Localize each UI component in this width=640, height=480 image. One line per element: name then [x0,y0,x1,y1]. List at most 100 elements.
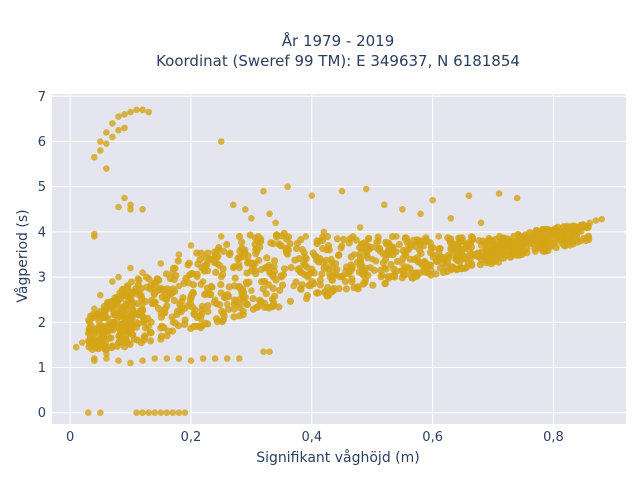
data-point [143,283,151,291]
data-point [262,290,270,298]
data-point [121,194,128,202]
data-point [421,268,429,276]
data-point [145,409,152,417]
data-point [213,318,221,326]
data-point [286,240,294,248]
data-point [97,313,105,321]
data-point [122,299,130,307]
data-point [147,337,155,345]
axis-ticks: 0 0,2 0,4 0,6 0,8 0 1 2 3 4 5 6 7 [38,90,564,445]
data-point [513,251,521,259]
data-point [562,235,571,243]
data-point [284,183,291,190]
y-tick-label: 0 [38,406,46,421]
data-point [195,322,203,330]
data-point [232,298,240,306]
data-point [436,264,444,272]
data-point [152,281,160,289]
data-point [163,355,171,362]
y-axis-title: Vågperiod (s) [14,209,31,302]
data-point [277,242,285,250]
data-point [447,246,455,254]
data-point [302,233,310,240]
data-point [85,316,92,324]
data-point [276,286,284,294]
data-point [231,274,239,282]
data-point [586,219,593,227]
data-point [393,233,400,240]
data-point [370,266,378,274]
data-point [435,233,443,240]
data-point [85,409,92,417]
data-point [356,257,365,265]
data-point [141,332,149,340]
data-point [199,355,207,362]
data-point [423,260,430,267]
data-point [356,224,364,231]
data-point [481,253,489,261]
data-point [283,245,291,253]
data-point [226,249,234,257]
data-point [266,348,273,356]
data-point [360,240,368,248]
data-point [435,249,443,257]
data-point [348,275,356,283]
data-point [211,248,219,256]
data-point [417,210,424,218]
data-point [523,249,531,257]
data-point [532,237,539,245]
data-point [187,242,195,249]
data-point [300,259,308,267]
data-point [133,319,140,326]
data-point [242,246,249,254]
data-point [220,247,228,255]
data-point [127,291,134,299]
data-point [316,281,324,289]
data-point [350,284,358,292]
data-point [158,332,166,340]
data-point [217,138,225,145]
data-point [175,409,183,417]
data-point [199,278,207,285]
data-point [217,233,225,240]
plot-area [52,94,626,424]
data-point [384,273,392,281]
data-point [169,319,177,326]
data-point [287,263,295,272]
data-point [342,285,350,293]
data-point [399,247,407,255]
data-point [542,240,550,248]
data-point [399,206,406,213]
y-tick-label: 2 [38,316,46,331]
data-point [248,260,255,267]
data-point [249,295,257,303]
data-point [204,302,212,310]
data-point [326,273,334,281]
data-point [103,129,110,136]
data-point [240,288,248,296]
data-point [127,319,135,327]
data-point [139,357,146,365]
data-point [129,299,137,307]
data-point [338,187,346,195]
data-point [104,314,112,322]
data-point [163,296,171,304]
data-point [211,355,219,362]
data-point [513,242,521,249]
data-point [468,233,476,241]
chart-title-line1: År 1979 - 2019 [282,31,395,50]
data-point [270,302,278,310]
data-point [139,106,146,114]
data-point [544,235,551,242]
data-point [562,226,569,233]
data-point [187,357,195,365]
data-point [157,309,165,317]
data-point [324,284,332,292]
data-point [173,310,181,318]
data-point [554,223,562,231]
data-point [313,289,321,297]
data-point [223,240,231,249]
data-point [392,267,400,275]
data-point [252,245,261,253]
